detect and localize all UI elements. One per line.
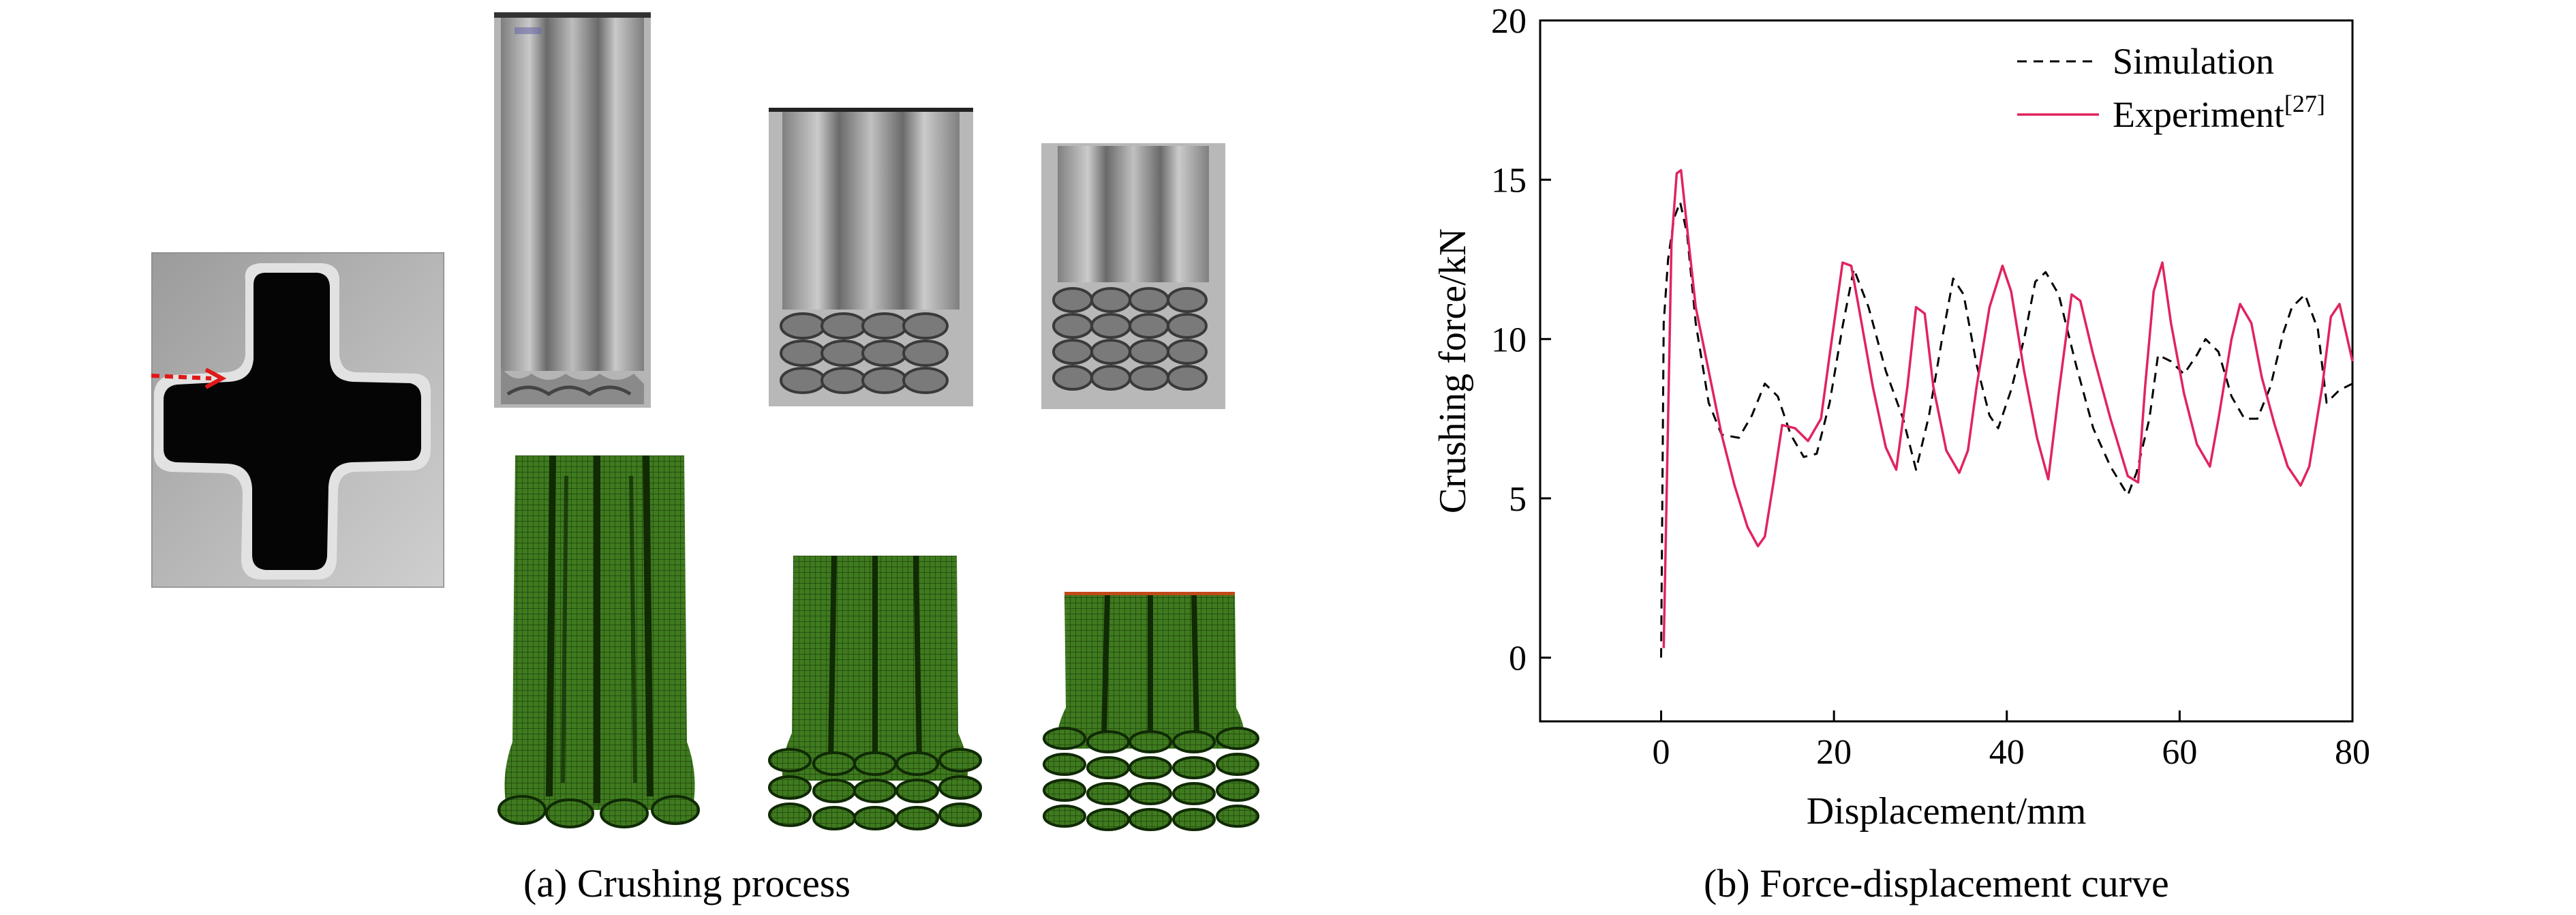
y-tick-label: 0 xyxy=(1509,640,1527,678)
chart-axes xyxy=(1539,19,2354,723)
x-tick-label: 60 xyxy=(2162,733,2197,772)
experiment-crush-stage-3 xyxy=(1041,143,1225,409)
legend-simulation-label: Simulation xyxy=(2113,41,2274,82)
cross-section-photo xyxy=(151,252,444,588)
y-tick-label: 10 xyxy=(1491,320,1527,359)
simulation-mesh-stage-2 xyxy=(768,556,982,830)
x-tick-label: 0 xyxy=(1653,733,1670,772)
simulation-line xyxy=(1660,200,2353,658)
simulation-mesh-stage-3 xyxy=(1043,592,1259,831)
y-tick-label: 5 xyxy=(1509,480,1527,519)
simulation-mesh-stage-1 xyxy=(497,455,700,828)
x-tick-label: 20 xyxy=(1816,733,1852,772)
caption-b: (b) Force-displacement curve xyxy=(1704,861,2169,905)
y-axis-label: Crushing force/kN xyxy=(1432,228,1474,513)
x-tick-label: 40 xyxy=(1989,733,2025,772)
force-displacement-chart: 0 20 40 60 80 0 5 10 15 20 Simulation Experiment[2… xyxy=(1432,2,2370,832)
x-axis-label: Displacement/mm xyxy=(1807,790,2087,832)
legend-experiment-label: Experiment[27] xyxy=(2113,90,2325,135)
y-tick-label: 20 xyxy=(1491,2,1527,41)
chart-series xyxy=(1660,168,2354,658)
plot-frame xyxy=(1539,19,2354,723)
chart-legend: Simulation Experiment[27] xyxy=(2017,41,2325,135)
experiment-crush-stage-2 xyxy=(769,108,973,406)
x-tick-label: 80 xyxy=(2335,733,2370,772)
chart-ticks: 0 20 40 60 80 0 5 10 15 20 xyxy=(1491,2,2370,772)
caption-a: (a) Crushing process xyxy=(523,861,851,905)
legend-experiment-reference: [27] xyxy=(2284,90,2325,117)
y-tick-label: 15 xyxy=(1491,162,1527,200)
experiment-crush-stage-1 xyxy=(494,12,651,408)
experiment-line xyxy=(1662,168,2354,648)
